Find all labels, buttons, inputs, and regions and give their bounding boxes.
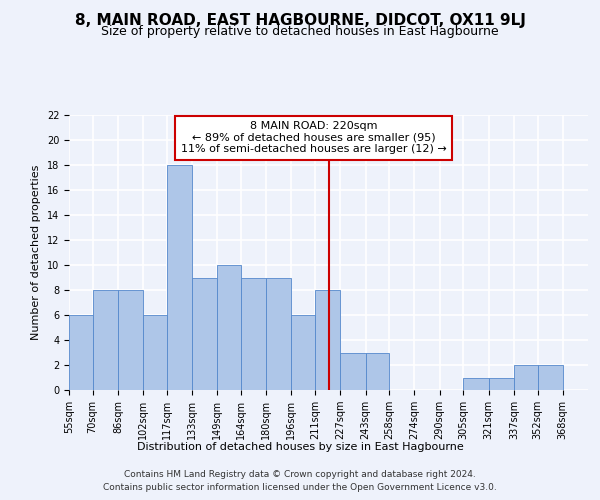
Bar [514, 365, 538, 390]
Bar [365, 352, 389, 390]
Bar [340, 352, 365, 390]
Bar [143, 315, 167, 390]
Text: 8, MAIN ROAD, EAST HAGBOURNE, DIDCOT, OX11 9LJ: 8, MAIN ROAD, EAST HAGBOURNE, DIDCOT, OX… [74, 12, 526, 28]
Bar [488, 378, 514, 390]
Text: Contains public sector information licensed under the Open Government Licence v3: Contains public sector information licen… [103, 482, 497, 492]
Bar [118, 290, 143, 390]
Text: 8 MAIN ROAD: 220sqm
← 89% of detached houses are smaller (95)
11% of semi-detach: 8 MAIN ROAD: 220sqm ← 89% of detached ho… [181, 121, 446, 154]
Bar [315, 290, 340, 390]
Bar [192, 278, 217, 390]
Bar [69, 315, 92, 390]
Bar [538, 365, 563, 390]
Text: Distribution of detached houses by size in East Hagbourne: Distribution of detached houses by size … [137, 442, 463, 452]
Bar [292, 315, 315, 390]
Bar [217, 265, 241, 390]
Bar [266, 278, 292, 390]
Y-axis label: Number of detached properties: Number of detached properties [31, 165, 41, 340]
Text: Contains HM Land Registry data © Crown copyright and database right 2024.: Contains HM Land Registry data © Crown c… [124, 470, 476, 479]
Bar [167, 165, 192, 390]
Bar [463, 378, 488, 390]
Bar [92, 290, 118, 390]
Text: Size of property relative to detached houses in East Hagbourne: Size of property relative to detached ho… [101, 25, 499, 38]
Bar [241, 278, 266, 390]
